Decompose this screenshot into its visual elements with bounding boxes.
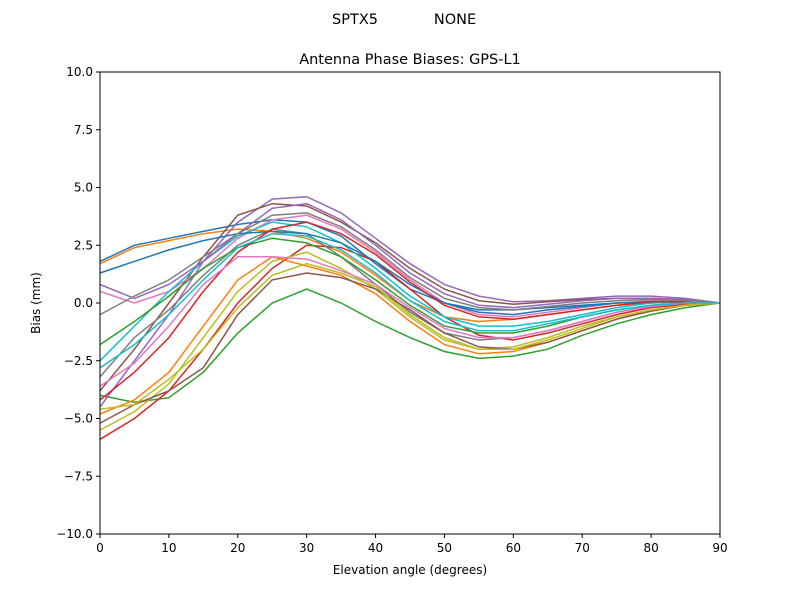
series-lines xyxy=(99,195,721,440)
y-tick-label: 10.0 xyxy=(66,65,93,79)
series-line-s15 xyxy=(99,202,721,309)
y-axis: −10.0 −7.5 −5.0 −2.5 0.0 2.5 5.0 7.5 10.0 xyxy=(56,65,100,541)
y-tick-label: 0.0 xyxy=(74,296,93,310)
x-tick-label: 40 xyxy=(368,541,383,555)
series-line-s16 xyxy=(99,272,721,424)
series-line-s11 xyxy=(99,230,721,316)
y-axis-label: Bias (mm) xyxy=(29,272,43,334)
series-line-s17 xyxy=(99,256,720,387)
y-tick-label: 7.5 xyxy=(74,123,93,137)
x-tick-label: 60 xyxy=(506,541,521,555)
y-tick-label: −10.0 xyxy=(56,527,93,541)
x-tick-label: 30 xyxy=(299,541,314,555)
series-line-s19 xyxy=(99,262,721,411)
series-line-s13 xyxy=(99,237,720,346)
y-tick-label: −2.5 xyxy=(64,354,93,368)
x-tick-label: 70 xyxy=(575,541,590,555)
y-tick-label: 5.0 xyxy=(74,181,93,195)
suptitle-right: NONE xyxy=(434,12,476,28)
y-tick-label: −5.0 xyxy=(64,412,93,426)
x-tick-label: 20 xyxy=(230,541,245,555)
y-tick-label: −7.5 xyxy=(64,469,93,483)
chart-title: Antenna Phase Biases: GPS-L1 xyxy=(299,52,521,68)
series-line-s7 xyxy=(99,214,721,318)
x-axis: 0 10 20 30 40 50 60 70 80 90 xyxy=(96,534,728,555)
suptitle-left: SPTX5 xyxy=(332,12,378,28)
x-tick-label: 90 xyxy=(712,541,727,555)
x-tick-label: 10 xyxy=(161,541,176,555)
x-axis-label: Elevation angle (degrees) xyxy=(333,563,487,577)
series-line-s20 xyxy=(99,232,720,369)
x-tick-label: 80 xyxy=(643,541,658,555)
series-line-s18 xyxy=(99,212,721,316)
series-line-s14 xyxy=(99,221,721,401)
series-line-s3 xyxy=(99,288,721,404)
y-tick-label: 2.5 xyxy=(74,238,93,252)
x-tick-label: 50 xyxy=(437,541,452,555)
x-tick-label: 0 xyxy=(96,541,104,555)
